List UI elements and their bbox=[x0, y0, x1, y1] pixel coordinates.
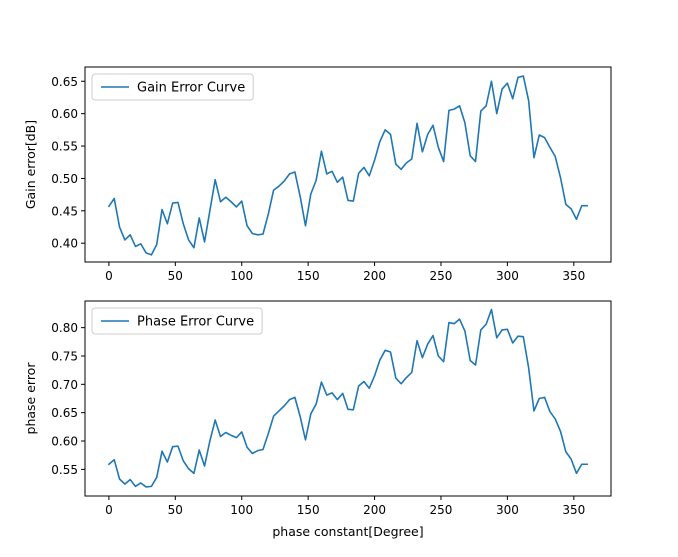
phase-error-x-tick-label: 200 bbox=[363, 503, 386, 517]
gain-error-x-tick-label: 0 bbox=[105, 269, 113, 283]
gain-error-legend-box bbox=[91, 73, 254, 101]
gain-error-y-tick-label: 0.50 bbox=[51, 172, 78, 186]
phase-error-x-tick-label: 150 bbox=[297, 503, 320, 517]
phase-error-subplot: 0 50 100 150 200 250 300 350 0.55 0.60 0.65 0.70 0.7… bbox=[23, 300, 612, 539]
gain-error-series-line bbox=[107, 75, 588, 256]
phase-error-y-tick-label: 0.60 bbox=[51, 435, 78, 449]
phase-error-series-layer bbox=[107, 308, 588, 488]
phase-error-legend-label: Phase Error Curve bbox=[137, 315, 254, 330]
phase-error-legend-box bbox=[91, 307, 263, 335]
phase-error-series-line bbox=[107, 308, 588, 488]
phase-error-x-tick-label: 300 bbox=[496, 503, 519, 517]
phase-error-plot-frame bbox=[84, 300, 612, 497]
gain-error-series-layer bbox=[107, 75, 588, 256]
gain-error-y-tick-label: 0.40 bbox=[51, 237, 78, 251]
gain-error-y-tick-label: 0.65 bbox=[51, 75, 78, 89]
gain-error-plot-frame bbox=[84, 66, 612, 263]
phase-error-x-tick-label: 100 bbox=[230, 503, 253, 517]
phase-error-x-tick-label: 350 bbox=[562, 503, 585, 517]
gain-error-x-tick-label: 350 bbox=[562, 269, 585, 283]
phase-error-x-axis-label: phase constant[Degree] bbox=[272, 524, 423, 539]
gain-error-y-axis-label: Gain error[dB] bbox=[23, 120, 38, 209]
phase-error-y-axis-label: phase error bbox=[23, 362, 38, 435]
gain-error-ticks-layer: 0 50 100 150 200 250 300 350 0.40 0.45 0.50 0.55 0.6… bbox=[51, 75, 585, 283]
gain-error-x-tick-label: 250 bbox=[430, 269, 453, 283]
gain-error-x-tick-label: 150 bbox=[297, 269, 320, 283]
phase-error-x-tick-label: 0 bbox=[105, 503, 113, 517]
gain-error-x-tick-label: 100 bbox=[230, 269, 253, 283]
phase-error-x-tick-label: 250 bbox=[430, 503, 453, 517]
gain-error-subplot: 0 50 100 150 200 250 300 350 0.40 0.45 0.50 0.55 0.6… bbox=[23, 66, 612, 283]
phase-error-x-tick-label: 50 bbox=[168, 503, 183, 517]
phase-error-y-tick-label: 0.75 bbox=[51, 349, 78, 363]
gain-error-legend: Gain Error Curve bbox=[91, 73, 254, 101]
phase-error-y-tick-label: 0.55 bbox=[51, 463, 78, 477]
gain-error-y-tick-label: 0.60 bbox=[51, 107, 78, 121]
gain-error-y-tick-label: 0.45 bbox=[51, 204, 78, 218]
gain-error-legend-label: Gain Error Curve bbox=[137, 81, 245, 96]
gain-error-x-tick-label: 200 bbox=[363, 269, 386, 283]
phase-error-y-tick-label: 0.70 bbox=[51, 378, 78, 392]
gain-error-x-tick-label: 50 bbox=[168, 269, 183, 283]
phase-error-y-tick-label: 0.65 bbox=[51, 406, 78, 420]
phase-error-y-tick-label: 0.80 bbox=[51, 321, 78, 335]
phase-error-ticks-layer: 0 50 100 150 200 250 300 350 0.55 0.60 0.65 0.70 0.7… bbox=[51, 321, 585, 517]
gain-error-x-tick-label: 300 bbox=[496, 269, 519, 283]
gain-error-y-tick-label: 0.55 bbox=[51, 140, 78, 154]
phase-error-legend: Phase Error Curve bbox=[91, 307, 263, 335]
